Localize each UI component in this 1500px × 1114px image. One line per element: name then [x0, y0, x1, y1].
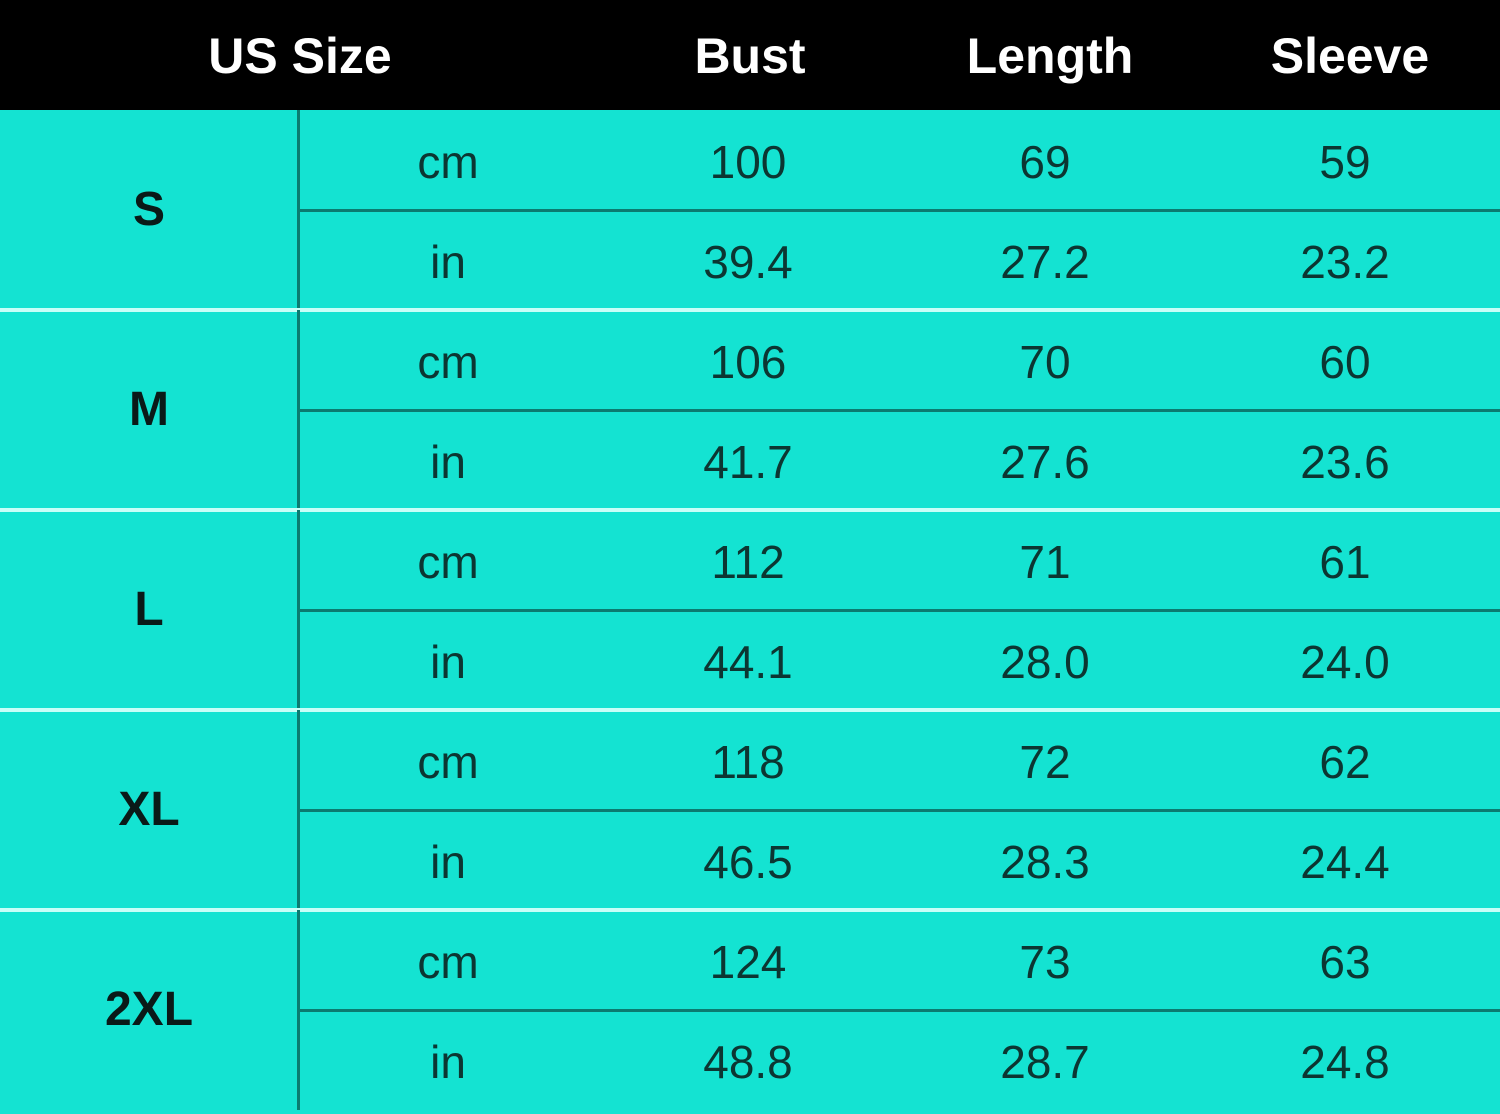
cell-sleeve-in: 23.6 — [1300, 436, 1390, 488]
header-bust: Bust — [694, 28, 806, 84]
cell-length-in: 27.6 — [1000, 436, 1090, 488]
cell-bust-cm: 118 — [711, 736, 785, 788]
cell-bust-in: 39.4 — [703, 236, 793, 288]
table-header: US Size Bust Length Sleeve — [0, 0, 1500, 110]
cell-sleeve-cm: 61 — [1319, 536, 1371, 588]
cell-sleeve-cm: 60 — [1319, 336, 1371, 388]
cell-length-in: 28.3 — [1000, 836, 1090, 888]
column-divider — [297, 310, 300, 510]
row-divider — [299, 1009, 1500, 1012]
group-separator — [0, 708, 1500, 712]
cell-sleeve-cm: 62 — [1319, 736, 1371, 788]
cell-length-in: 28.7 — [1000, 1036, 1090, 1088]
cell-unit-in: in — [430, 1036, 466, 1088]
cell-unit-in: in — [430, 636, 466, 688]
cell-length-cm: 70 — [1019, 336, 1071, 388]
size-label: M — [129, 383, 169, 436]
column-divider — [297, 710, 300, 910]
cell-length-cm: 72 — [1019, 736, 1071, 788]
column-divider — [297, 910, 300, 1110]
cell-sleeve-in: 23.2 — [1300, 236, 1390, 288]
header-length: Length — [966, 28, 1134, 84]
cell-bust-in: 41.7 — [703, 436, 793, 488]
group-separator — [0, 308, 1500, 312]
cell-sleeve-in: 24.0 — [1300, 636, 1390, 688]
size-group: 2XL cm 124 73 63 in 48.8 28.7 24.8 — [0, 908, 1500, 1110]
size-label: L — [134, 583, 164, 636]
cell-bust-cm: 100 — [709, 136, 787, 188]
row-divider — [299, 409, 1500, 412]
size-label: S — [132, 183, 165, 236]
cell-length-in: 27.2 — [1000, 236, 1090, 288]
row-divider — [299, 609, 1500, 612]
size-group: XL cm 118 72 62 in 46.5 28.3 24.4 — [0, 708, 1500, 910]
row-divider — [299, 809, 1500, 812]
cell-unit-cm: cm — [417, 336, 479, 388]
cell-sleeve-cm: 59 — [1319, 136, 1371, 188]
column-divider — [297, 110, 300, 310]
size-label: 2XL — [104, 983, 194, 1036]
cell-sleeve-cm: 63 — [1319, 936, 1371, 988]
header-sleeve: Sleeve — [1270, 28, 1430, 84]
cell-unit-cm: cm — [417, 536, 479, 588]
group-separator — [0, 508, 1500, 512]
cell-bust-cm: 112 — [711, 536, 785, 588]
cell-sleeve-in: 24.8 — [1300, 1036, 1390, 1088]
cell-sleeve-in: 24.4 — [1300, 836, 1390, 888]
cell-unit-cm: cm — [417, 736, 479, 788]
cell-unit-cm: cm — [417, 136, 479, 188]
cell-length-in: 28.0 — [1000, 636, 1090, 688]
column-divider — [297, 510, 300, 710]
cell-unit-in: in — [430, 436, 466, 488]
cell-bust-in: 46.5 — [703, 836, 793, 888]
cell-length-cm: 69 — [1019, 136, 1071, 188]
cell-length-cm: 73 — [1019, 936, 1071, 988]
cell-unit-cm: cm — [417, 936, 479, 988]
row-divider — [299, 209, 1500, 212]
size-label: XL — [118, 783, 180, 836]
cell-bust-in: 48.8 — [703, 1036, 793, 1088]
cell-bust-cm: 124 — [709, 936, 787, 988]
header-us-size: US Size — [208, 28, 392, 84]
group-separator — [0, 908, 1500, 912]
cell-unit-in: in — [430, 836, 466, 888]
cell-bust-cm: 106 — [709, 336, 787, 388]
cell-bust-in: 44.1 — [703, 636, 793, 688]
cell-length-cm: 71 — [1019, 536, 1071, 588]
cell-unit-in: in — [430, 236, 466, 288]
